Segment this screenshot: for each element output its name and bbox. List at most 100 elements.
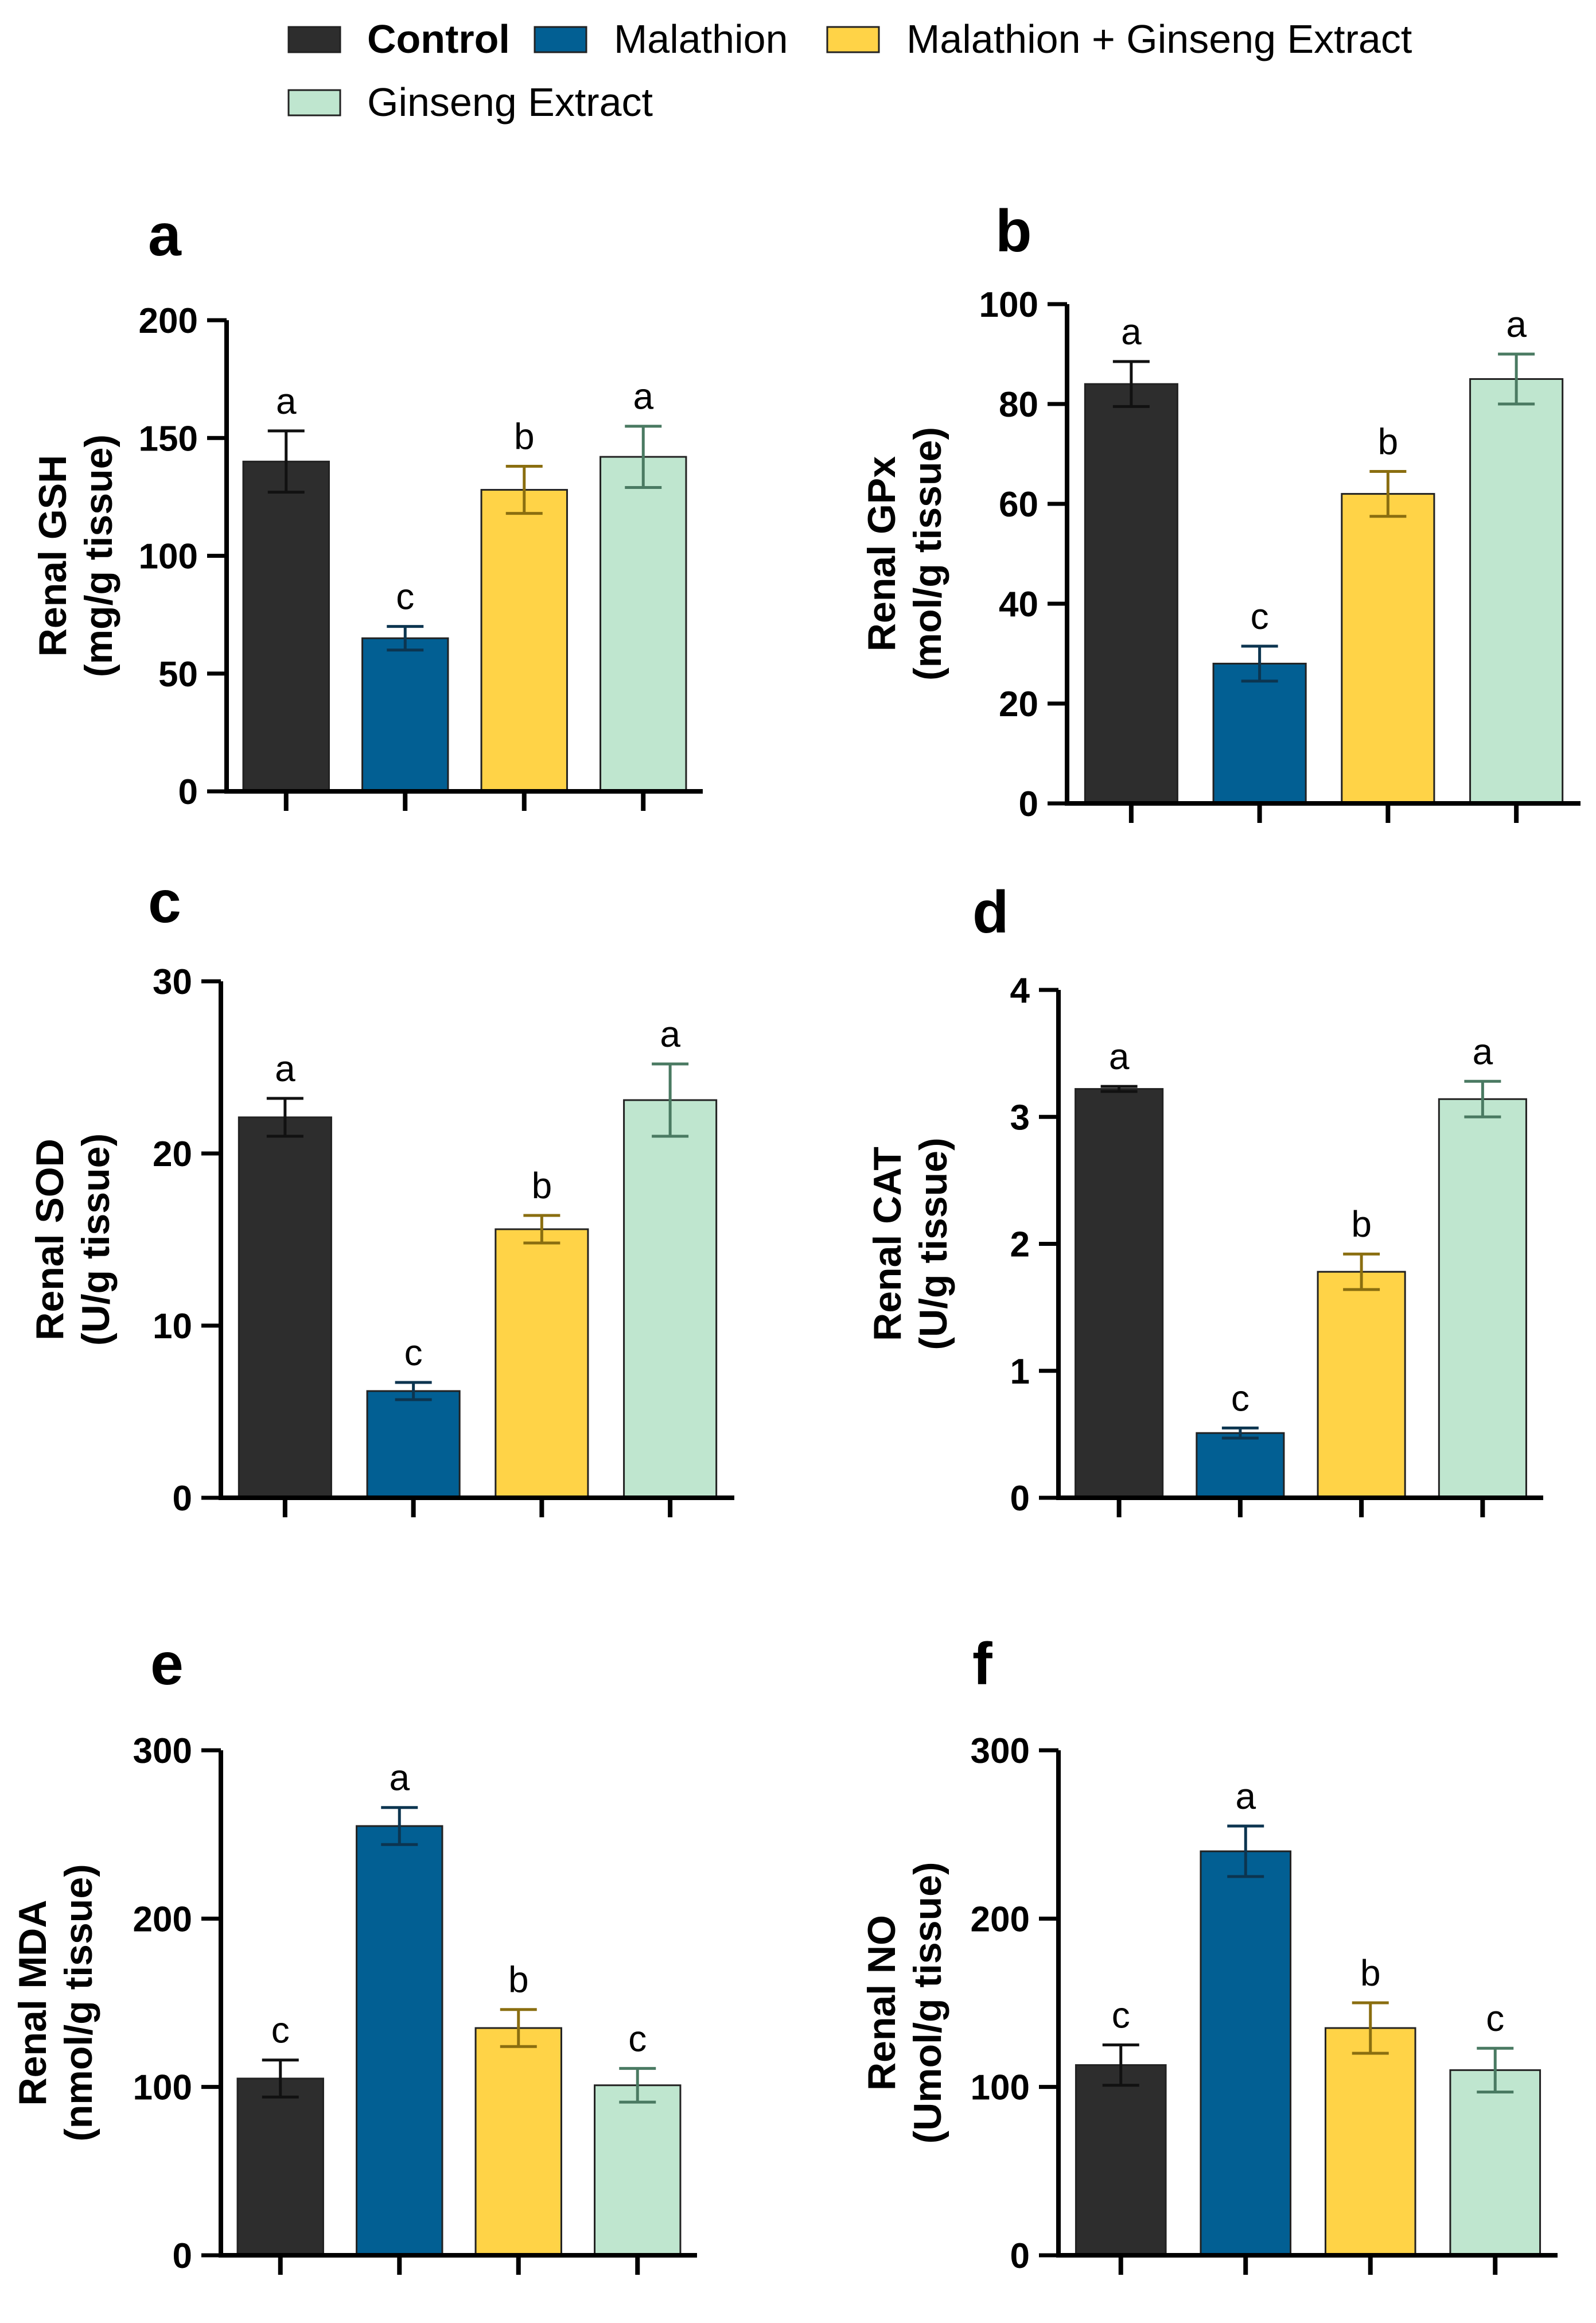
significance-label-4: a bbox=[1506, 304, 1527, 345]
legend-label-4: Ginseng Extract bbox=[367, 80, 653, 125]
bar-1 bbox=[1084, 383, 1178, 805]
significance-label-4: a bbox=[1473, 1031, 1493, 1072]
y-axis-label-line1: Renal GPx bbox=[860, 456, 904, 651]
y-axis-label-line2: (nmol/g tissue) bbox=[57, 1864, 100, 2142]
panel-letter: c bbox=[148, 869, 181, 935]
y-tick-label: 4 bbox=[1010, 971, 1030, 1011]
y-axis-label-line1: Renal GSH bbox=[31, 455, 75, 656]
significance-label-2: c bbox=[1251, 596, 1269, 637]
significance-label-2: a bbox=[1235, 1776, 1256, 1817]
significance-label-1: c bbox=[1112, 1994, 1130, 2035]
bar-1 bbox=[242, 460, 330, 793]
y-tick-label: 150 bbox=[139, 419, 198, 459]
y-tick-label: 20 bbox=[153, 1135, 192, 1174]
bar-4 bbox=[1469, 378, 1564, 805]
y-tick-label: 0 bbox=[1010, 1479, 1030, 1518]
significance-label-1: a bbox=[275, 1048, 295, 1089]
y-tick-label: 0 bbox=[173, 2236, 192, 2276]
y-tick-label: 3 bbox=[1010, 1098, 1030, 1137]
bar-3 bbox=[495, 1228, 589, 1499]
panel-d: d Renal CAT (U/g tissue) a c b a 0 1 2 3 4 bbox=[866, 879, 1543, 1518]
significance-label-4: a bbox=[633, 376, 653, 417]
bar-3 bbox=[480, 489, 568, 793]
y-tick-label: 40 bbox=[999, 585, 1038, 624]
y-tick-label: 100 bbox=[133, 2068, 192, 2108]
y-axis-label-line1: Renal NO bbox=[860, 1915, 904, 2091]
panel-c: c Renal SOD (U/g tissue) a c b a 0 10 20 30 bbox=[28, 869, 734, 1518]
y-tick-label: 300 bbox=[971, 1731, 1030, 1771]
significance-label-1: c bbox=[271, 2010, 290, 2051]
significance-label-2: a bbox=[389, 1757, 410, 1798]
bar-4 bbox=[1449, 2069, 1541, 2256]
bar-4 bbox=[600, 456, 687, 793]
bar-4 bbox=[1438, 1098, 1527, 1499]
y-tick-label: 60 bbox=[999, 485, 1038, 525]
panel-letter: d bbox=[972, 879, 1009, 946]
y-tick-label: 100 bbox=[971, 2068, 1030, 2108]
significance-label-4: c bbox=[1486, 1998, 1504, 2039]
significance-label-3: b bbox=[514, 416, 535, 457]
significance-label-4: c bbox=[628, 2018, 647, 2059]
y-axis-label-line1: Renal CAT bbox=[866, 1147, 909, 1341]
y-axis-label-line1: Renal MDA bbox=[11, 1900, 55, 2106]
significance-label-2: c bbox=[404, 1332, 423, 1373]
significance-label-3: b bbox=[508, 1959, 529, 2000]
bar-2 bbox=[1196, 1432, 1285, 1499]
legend-swatch-1 bbox=[287, 26, 341, 53]
legend-swatch-2 bbox=[534, 26, 587, 53]
y-tick-label: 80 bbox=[999, 385, 1038, 425]
y-tick-label: 30 bbox=[153, 962, 192, 1002]
panel-f: f Renal NO (Umol/g tissue) c a b c 0 100 200 300 bbox=[860, 1631, 1558, 2276]
panel-letter: f bbox=[972, 1631, 992, 1697]
y-tick-label: 100 bbox=[979, 285, 1038, 325]
y-tick-label: 0 bbox=[1019, 784, 1038, 824]
bar-4 bbox=[623, 1099, 718, 1499]
bar-3 bbox=[1324, 2027, 1416, 2256]
y-tick-label: 200 bbox=[971, 1899, 1030, 1939]
y-tick-label: 300 bbox=[133, 1731, 192, 1771]
significance-label-1: a bbox=[1121, 311, 1142, 352]
y-axis-label-line2: (mg/g tissue) bbox=[77, 434, 120, 677]
legend-swatch-4 bbox=[287, 89, 341, 116]
panel-letter: e bbox=[150, 1631, 184, 1697]
legend-label-3: Malathion + Ginseng Extract bbox=[906, 17, 1412, 61]
panel-e: e Renal MDA (nmol/g tissue) c a b c 0 100 200 300 bbox=[11, 1631, 697, 2276]
panel-letter: a bbox=[148, 202, 182, 269]
y-tick-label: 0 bbox=[178, 772, 198, 812]
bar-2 bbox=[356, 1825, 443, 2256]
y-axis-label-line1: Renal SOD bbox=[28, 1139, 72, 1340]
legend-label-2: Malathion bbox=[614, 17, 788, 61]
y-axis-label-line2: (U/g tissue) bbox=[74, 1133, 118, 1346]
bar-3 bbox=[1341, 493, 1435, 805]
bar-1 bbox=[1075, 2064, 1167, 2256]
y-tick-label: 200 bbox=[133, 1899, 192, 1939]
legend-label-1: Control bbox=[367, 17, 510, 61]
y-tick-label: 2 bbox=[1010, 1225, 1030, 1265]
y-tick-label: 0 bbox=[173, 1479, 192, 1518]
significance-label-1: a bbox=[276, 380, 297, 422]
significance-label-3: b bbox=[1351, 1203, 1372, 1245]
bar-2 bbox=[366, 1390, 461, 1499]
significance-label-1: a bbox=[1109, 1036, 1130, 1077]
bar-1 bbox=[1075, 1088, 1164, 1499]
significance-label-2: c bbox=[396, 576, 414, 617]
bar-1 bbox=[236, 2077, 324, 2256]
y-tick-label: 1 bbox=[1010, 1352, 1030, 1392]
bar-4 bbox=[594, 2084, 682, 2256]
y-tick-label: 50 bbox=[158, 655, 198, 694]
y-axis-label-line2: (mol/g tissue) bbox=[906, 427, 949, 681]
significance-label-2: c bbox=[1231, 1377, 1249, 1419]
panel-letter: b bbox=[995, 198, 1032, 265]
bar-3 bbox=[474, 2027, 562, 2256]
panel-a: a Renal GSH (mg/g tissue) a c b a 0 50 100 150 200 bbox=[31, 202, 703, 812]
significance-label-3: b bbox=[1378, 421, 1399, 462]
y-tick-label: 0 bbox=[1010, 2236, 1030, 2276]
panel-b: b Renal GPx (mol/g tissue) a c b a 0 20 40 60 80 100 bbox=[860, 198, 1581, 824]
y-tick-label: 100 bbox=[139, 537, 198, 577]
significance-label-3: b bbox=[1360, 1952, 1381, 1994]
legend-swatch-3 bbox=[826, 26, 880, 53]
y-tick-label: 200 bbox=[139, 301, 198, 341]
y-axis-label-line2: (Umol/g tissue) bbox=[906, 1862, 949, 2143]
